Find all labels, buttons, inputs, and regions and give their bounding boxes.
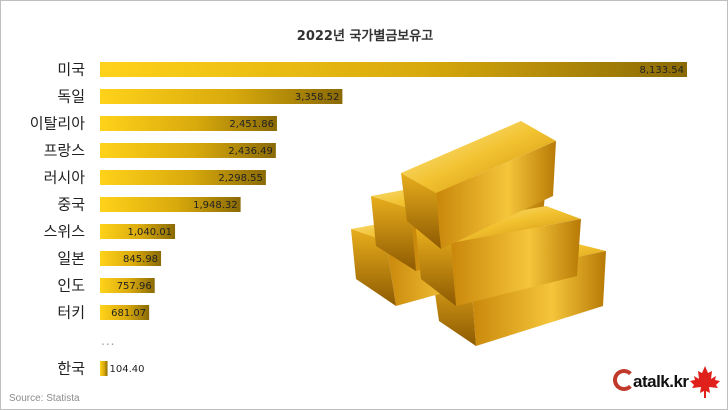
- category-label: 한국: [57, 360, 85, 378]
- bar: [100, 170, 266, 185]
- maple-leaf-icon: [690, 366, 720, 398]
- bar: [100, 143, 276, 158]
- omitted-rows-ellipsis: ...: [101, 334, 116, 348]
- bar: [100, 251, 162, 266]
- category-label: 터키: [57, 304, 85, 322]
- bar: [100, 197, 241, 212]
- value-label: 1,948.32: [193, 200, 238, 211]
- logo-c-ring: [613, 369, 635, 391]
- category-label: 독일: [57, 88, 85, 106]
- category-label: 프랑스: [44, 142, 86, 160]
- value-label: 2,451.86: [229, 119, 274, 130]
- logo-text: atalk.kr: [633, 372, 689, 391]
- bar: [100, 62, 687, 77]
- value-label: 104.40: [110, 364, 145, 375]
- source-note: Source: Statista: [9, 393, 80, 404]
- chart-title: 2022년 국가별금보유고: [296, 29, 434, 44]
- bar: [100, 278, 155, 293]
- value-label: 845.98: [123, 254, 158, 265]
- bar: [100, 116, 277, 131]
- category-label: 중국: [57, 196, 85, 214]
- value-label: 1,040.01: [128, 227, 173, 238]
- gold-bars-image: [351, 121, 606, 346]
- category-label: 미국: [57, 61, 85, 79]
- category-label: 스위스: [44, 223, 86, 241]
- value-label: 2,298.55: [218, 173, 263, 184]
- value-label: 8,133.54: [639, 65, 684, 76]
- category-label: 이탈리아: [30, 115, 85, 133]
- category-label: 인도: [57, 277, 85, 295]
- value-label: 757.96: [117, 281, 152, 292]
- value-label: 681.07: [111, 308, 146, 319]
- bar: [100, 89, 343, 104]
- bar: [100, 361, 108, 376]
- site-logo[interactable]: atalk.kr: [611, 363, 723, 407]
- category-label: 일본: [57, 250, 85, 268]
- bar: [100, 224, 176, 239]
- category-label: 러시아: [44, 169, 86, 187]
- bar: [100, 305, 150, 320]
- value-label: 3,358.52: [295, 92, 340, 103]
- value-label: 2,436.49: [228, 146, 273, 157]
